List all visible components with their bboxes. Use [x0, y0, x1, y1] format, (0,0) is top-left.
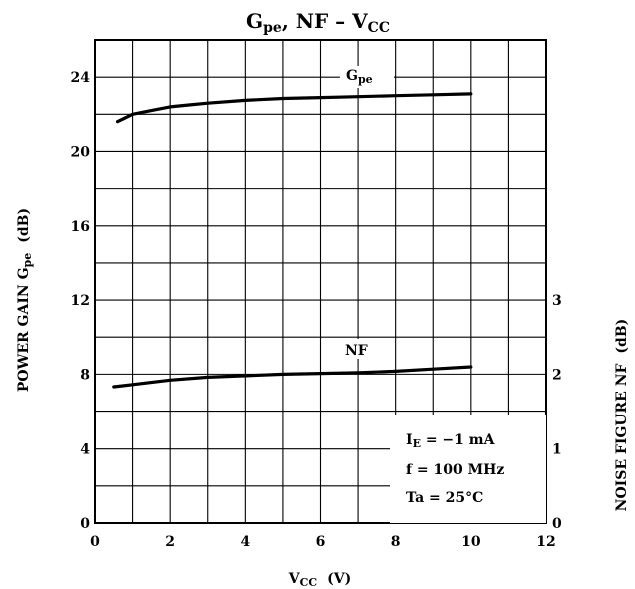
condition-ie: IE = −1 mA [406, 432, 496, 450]
y-left-tick-label: 0 [80, 516, 90, 532]
y-left-tick-label: 20 [71, 144, 91, 160]
series-line-gpe [115, 92, 473, 124]
x-tick-label: 12 [536, 534, 555, 550]
condition-frequency: f = 100 MHz [406, 462, 504, 478]
y-left-axis-label: POWER GAIN Gpe(dB) [16, 208, 34, 392]
gpe-series-label: Gpe [346, 68, 373, 86]
gpe-label-bg [340, 66, 394, 88]
y-right-tick-label: 3 [552, 293, 562, 309]
curves [112, 92, 473, 389]
y-left-tick-labels: 0 4 8 12 16 20 24 [71, 70, 91, 532]
y-right-axis-label: NOISE FIGURE NF(dB) [614, 319, 630, 512]
x-axis-label: VCC (V) [288, 571, 352, 589]
x-tick-label: 10 [461, 534, 481, 550]
chart-title: Gpe, NF – VCC [246, 9, 390, 36]
y-right-tick-label: 0 [552, 516, 562, 532]
conditions-box [390, 415, 546, 523]
series-line-nf [112, 365, 473, 389]
y-right-tick-label: 1 [552, 442, 562, 458]
nf-series-label: NF [345, 343, 368, 359]
x-tick-label: 4 [240, 534, 250, 550]
x-tick-labels: 0 2 4 6 8 10 12 [90, 534, 556, 550]
y-left-tick-label: 16 [71, 219, 90, 235]
y-left-tick-label: 4 [80, 442, 90, 458]
x-tick-label: 8 [391, 534, 401, 550]
nf-label-bg [342, 339, 370, 359]
y-left-tick-label: 24 [71, 70, 91, 86]
condition-temperature: Ta = 25°C [406, 490, 483, 506]
plot-frame [94, 39, 547, 524]
grid [95, 40, 546, 523]
x-tick-label: 2 [165, 534, 175, 550]
x-tick-label: 0 [90, 534, 100, 550]
y-left-tick-label: 12 [71, 293, 90, 309]
x-tick-label: 6 [316, 534, 326, 550]
y-right-tick-labels: 0 1 2 3 [552, 293, 562, 532]
y-left-tick-label: 8 [80, 367, 90, 383]
y-right-tick-label: 2 [552, 367, 562, 383]
